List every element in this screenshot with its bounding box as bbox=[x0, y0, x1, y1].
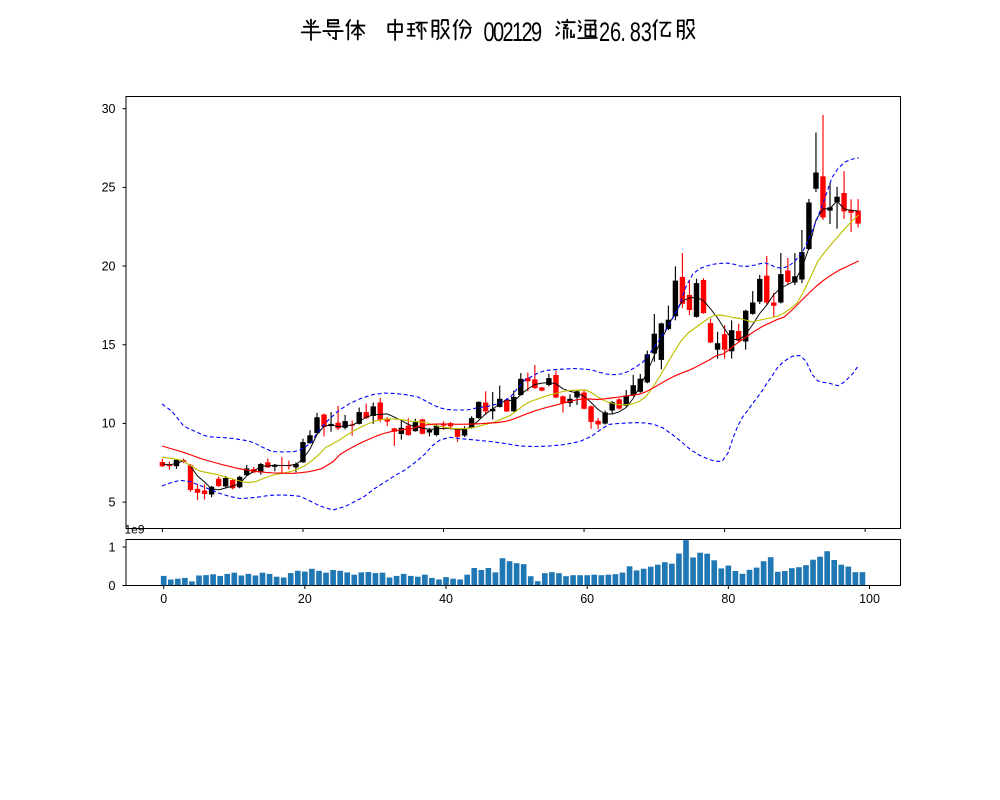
svg-text:2: 2 bbox=[502, 17, 513, 48]
svg-text:9: 9 bbox=[531, 17, 542, 48]
svg-text:2: 2 bbox=[599, 17, 610, 48]
svg-text:25: 25 bbox=[102, 181, 116, 195]
svg-text:.: . bbox=[620, 17, 626, 48]
svg-text:1: 1 bbox=[512, 17, 523, 48]
svg-text:40: 40 bbox=[439, 592, 453, 606]
svg-text:0: 0 bbox=[109, 579, 116, 593]
svg-text:60: 60 bbox=[580, 592, 594, 606]
svg-text:80: 80 bbox=[721, 592, 735, 606]
svg-text:1: 1 bbox=[109, 540, 116, 554]
svg-text:1e9: 1e9 bbox=[125, 523, 145, 537]
svg-text:10: 10 bbox=[102, 417, 116, 431]
svg-text:5: 5 bbox=[109, 495, 116, 509]
svg-text:30: 30 bbox=[102, 102, 116, 116]
svg-text:0: 0 bbox=[493, 17, 504, 48]
svg-text:20: 20 bbox=[298, 592, 312, 606]
svg-text:3: 3 bbox=[641, 17, 652, 48]
svg-text:100: 100 bbox=[859, 592, 880, 606]
svg-text:20: 20 bbox=[102, 259, 116, 273]
svg-text:6: 6 bbox=[610, 17, 621, 48]
svg-text:0: 0 bbox=[160, 592, 167, 606]
svg-text:8: 8 bbox=[630, 17, 641, 48]
svg-text:2: 2 bbox=[521, 17, 532, 48]
svg-text:0: 0 bbox=[483, 17, 494, 48]
svg-text:15: 15 bbox=[102, 338, 116, 352]
